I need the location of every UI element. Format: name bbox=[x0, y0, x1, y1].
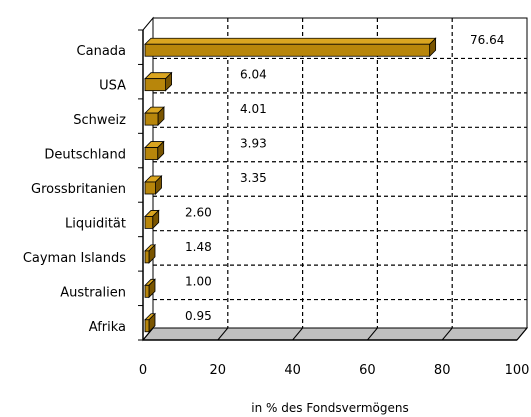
category-label: Canada bbox=[77, 44, 126, 59]
data-label: 76.64 bbox=[470, 33, 504, 47]
x-tick-label: 0 bbox=[139, 363, 147, 378]
category-label: Schweiz bbox=[73, 113, 126, 128]
category-label: Afrika bbox=[89, 320, 126, 335]
bar bbox=[144, 284, 150, 298]
category-label: Australien bbox=[60, 285, 126, 300]
x-tick-label: 60 bbox=[359, 363, 376, 378]
chart-back-wall bbox=[152, 17, 528, 329]
bar bbox=[144, 250, 150, 264]
bar-top bbox=[144, 37, 437, 45]
bar bbox=[144, 147, 159, 160]
bar bbox=[144, 43, 431, 57]
data-label: 4.01 bbox=[240, 102, 267, 116]
floor-gridline bbox=[292, 327, 303, 341]
data-label: 3.35 bbox=[240, 171, 267, 185]
data-label: 1.48 bbox=[185, 240, 212, 254]
x-tick-label: 20 bbox=[210, 363, 227, 378]
bars bbox=[144, 37, 437, 333]
bar bbox=[144, 78, 166, 92]
x-tick-labels: 0 20 40 60 80 100 bbox=[139, 363, 530, 378]
category-label: Grossbritanien bbox=[31, 182, 126, 197]
data-label: 0.95 bbox=[185, 309, 212, 323]
bar bbox=[144, 181, 156, 195]
bar bbox=[144, 319, 150, 333]
data-label: 2.60 bbox=[185, 205, 212, 219]
floor-gridline bbox=[217, 327, 229, 341]
data-label: 6.04 bbox=[240, 68, 267, 82]
chart-floor bbox=[141, 327, 529, 341]
x-tick-label: 100 bbox=[505, 363, 530, 378]
floor-gridline bbox=[441, 327, 453, 341]
floor-gridline bbox=[516, 327, 528, 341]
data-label: 1.00 bbox=[185, 274, 212, 288]
category-labels: Canada USA Schweiz Deutschland Grossbritanie… bbox=[23, 44, 126, 335]
chart-walls bbox=[141, 16, 529, 342]
bar bbox=[144, 216, 154, 229]
grid-lines bbox=[138, 18, 528, 341]
category-label: Deutschland bbox=[44, 148, 126, 163]
data-label: 3.93 bbox=[240, 137, 267, 151]
bar bbox=[144, 112, 159, 126]
data-labels: 76.64 6.04 4.01 3.93 3.35 2.60 1.48 1.00 0.95 bbox=[185, 33, 504, 323]
category-label: Cayman Islands bbox=[23, 251, 126, 266]
category-label: Liquidität bbox=[65, 216, 126, 231]
x-axis-title: in % des Fondsvermögens bbox=[251, 401, 408, 415]
x-tick-label: 80 bbox=[434, 363, 451, 378]
x-tick-label: 40 bbox=[284, 363, 301, 378]
floor-gridline bbox=[367, 327, 378, 341]
category-label: USA bbox=[99, 79, 126, 94]
